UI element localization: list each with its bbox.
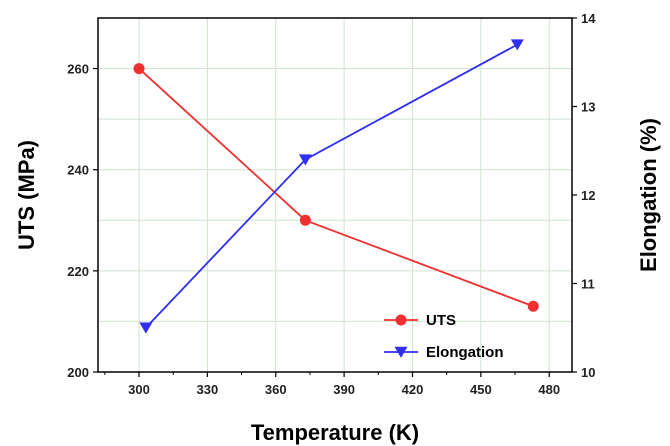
elongation-point [139,322,153,334]
y-axis-left: 200 220 240 260 [67,62,98,380]
elongation-point [510,39,524,51]
legend-elongation-label: Elongation [426,344,504,361]
y-left-tick-label: 240 [67,163,89,178]
x-tick-label: 300 [128,382,150,397]
y-right-tick-label: 11 [581,277,595,292]
x-tick-label: 390 [333,382,355,397]
legend-elongation-marker [394,346,408,358]
x-tick-label: 450 [470,382,492,397]
y-left-tick-label: 260 [67,62,89,77]
uts-point [133,63,145,75]
elongation-line [145,43,518,329]
y-right-tick-label: 10 [581,365,595,380]
y-right-tick-label: 14 [581,11,596,26]
x-tick-label: 360 [265,382,287,397]
x-axis-title: Temperature (K) [251,420,419,445]
plot-frame [97,17,573,373]
uts-point [299,214,311,226]
legend: UTS Elongation [384,312,504,361]
grid [98,18,572,372]
y-right-tick-label: 12 [581,188,595,203]
uts-point [527,300,539,312]
x-tick-label: 480 [538,382,560,397]
y-axis-right-title: Elongation (%) [636,118,661,272]
x-tick-label: 420 [402,382,424,397]
legend-uts-marker [395,314,407,326]
y-right-tick-label: 13 [581,100,595,115]
y-axis-left-title: UTS (MPa) [14,140,39,250]
elongation-point [298,154,312,166]
y-left-tick-label: 220 [67,264,89,279]
legend-uts-label: UTS [426,312,456,329]
y-axis-right: 10 11 12 13 14 [572,11,596,380]
x-tick-label: 330 [197,382,219,397]
series-group [133,39,539,334]
y-left-tick-label: 200 [67,365,89,380]
x-axis: 300 330 360 390 420 450 480 [104,372,560,397]
